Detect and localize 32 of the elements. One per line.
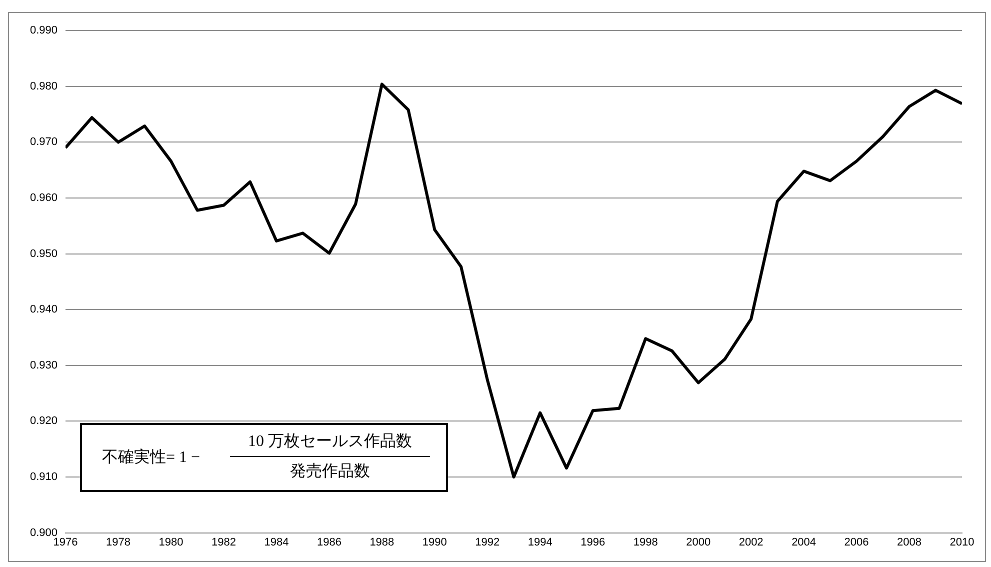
y-tick-label: 0.920: [30, 415, 58, 428]
x-tick-label: 1976: [53, 536, 78, 548]
x-tick-label: 1994: [528, 536, 552, 548]
annotation: 発売作品数: [289, 462, 371, 482]
annotation: 不確実性= 1 −: [102, 448, 200, 468]
x-tick-label: 2000: [686, 536, 711, 548]
y-tick-label: 0.970: [30, 136, 58, 148]
y-tick-label: 0.990: [30, 24, 58, 37]
x-tick-label: 2006: [844, 536, 869, 548]
x-tick-label: 1998: [633, 536, 658, 548]
x-tick-label: 1978: [106, 536, 131, 548]
x-tick-label: 1992: [475, 536, 500, 548]
x-tick-label: 1986: [316, 536, 342, 548]
x-tick-label: 1984: [264, 536, 289, 548]
x-tick-label: 1982: [211, 536, 236, 548]
y-tick-label: 0.910: [30, 471, 58, 484]
x-tick-label: 1996: [580, 536, 606, 548]
x-tick-label: 2004: [792, 536, 816, 548]
formula-box: 不確実性= 1 − 10 万枚セールス作品数 発売作品数: [80, 423, 448, 492]
x-tick-label: 2008: [897, 536, 922, 548]
x-tick-label: 1988: [370, 536, 394, 548]
annotation: 10 万枚セールス作品数: [247, 432, 413, 452]
y-tick-label: 0.900: [30, 526, 58, 539]
y-tick-label: 0.950: [30, 248, 58, 260]
y-tick-label: 0.940: [30, 304, 58, 316]
x-tick-label: 1990: [422, 536, 447, 548]
y-tick-label: 0.980: [30, 80, 58, 92]
x-tick-label: 2002: [738, 536, 764, 548]
y-tick-label: 0.930: [30, 359, 58, 372]
x-tick-label: 2010: [950, 536, 974, 548]
y-tick-label: 0.960: [30, 192, 58, 204]
x-tick-label: 1980: [158, 536, 184, 548]
